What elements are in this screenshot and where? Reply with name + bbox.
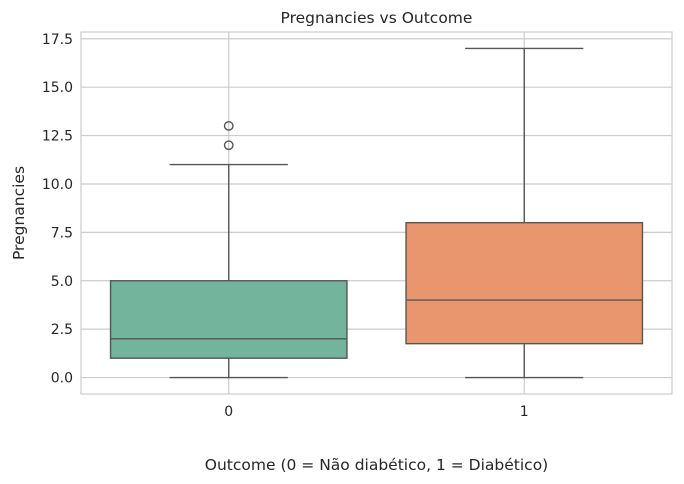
box-layer <box>109 47 644 379</box>
x-tick-label: 1 <box>520 404 529 420</box>
x-tick-label: 0 <box>224 404 233 420</box>
y-tick-label: 5.0 <box>51 274 73 290</box>
box-iqr <box>109 280 348 359</box>
y-axis-label: Pregnancies <box>10 166 28 260</box>
y-tick-label: 15.0 <box>42 80 73 96</box>
y-tick-label: 17.5 <box>42 32 73 48</box>
box-iqr <box>405 221 644 345</box>
box-group-0 <box>109 120 348 379</box>
chart-title: Pregnancies vs Outcome <box>281 9 473 27</box>
plot-area-frame <box>80 31 673 395</box>
y-tick-labels: 0.0 2.5 5.0 7.5 10.0 12.5 15.0 17.5 <box>42 32 73 387</box>
box-group-1 <box>405 47 644 379</box>
outlier-point <box>223 140 234 151</box>
y-tick-label: 0.0 <box>51 371 73 387</box>
x-axis-label: Outcome (0 = Não diabético, 1 = Diabétic… <box>205 456 548 474</box>
outlier-point <box>223 120 234 131</box>
y-tick-label: 7.5 <box>51 225 73 241</box>
y-tick-label: 2.5 <box>51 322 73 338</box>
y-tick-label: 12.5 <box>42 129 73 145</box>
y-tick-label: 10.0 <box>42 177 73 193</box>
